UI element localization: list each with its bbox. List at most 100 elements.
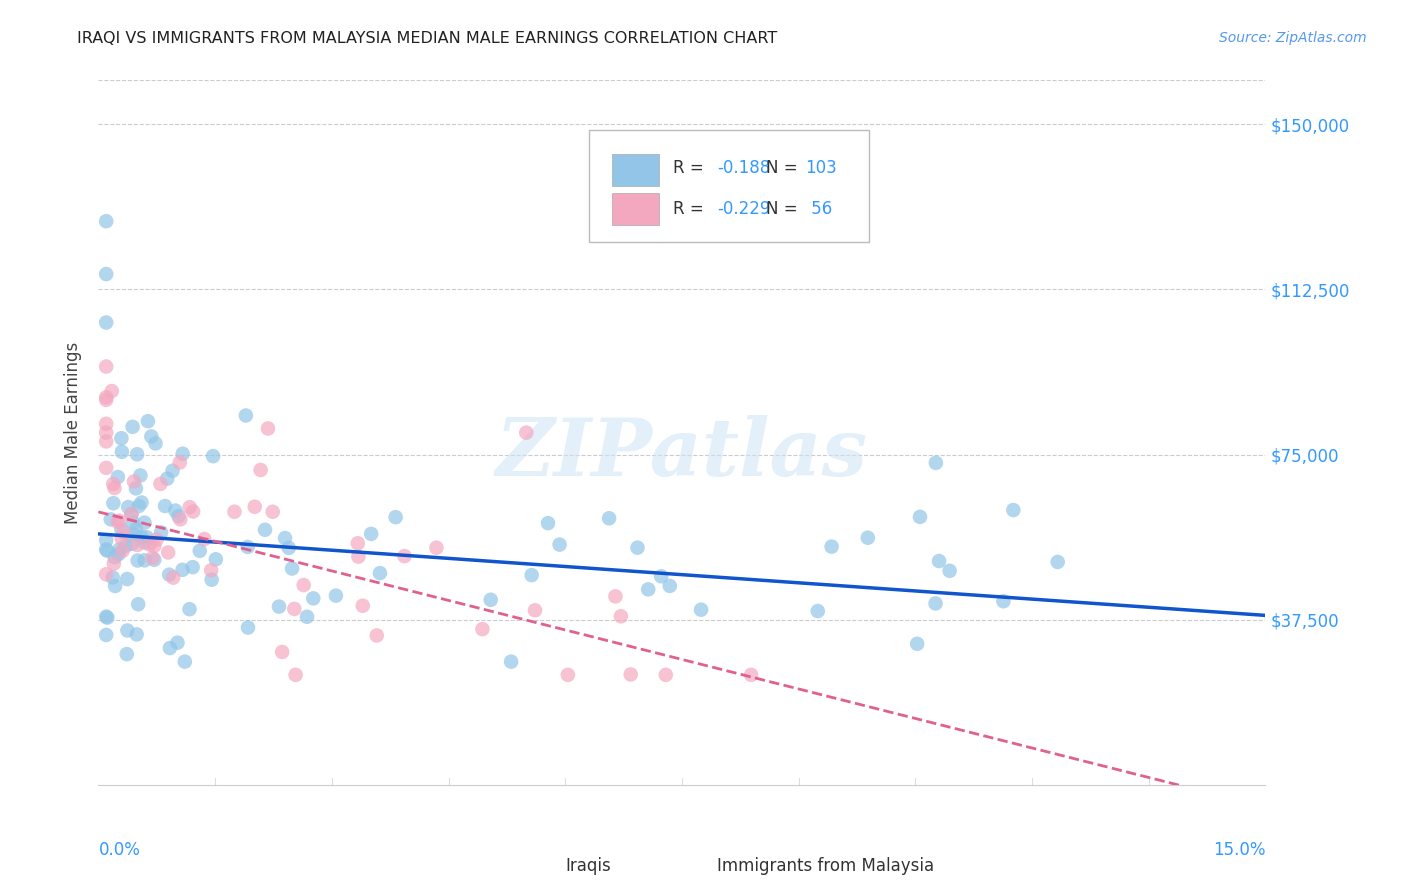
Point	[104, 550, 127, 565]
Text: R =: R =	[672, 160, 709, 178]
Text: -0.229: -0.229	[717, 200, 770, 218]
Point	[650, 569, 672, 583]
Point	[150, 525, 173, 540]
Point	[131, 495, 153, 509]
Point	[156, 472, 179, 486]
Point	[103, 496, 125, 510]
Point	[169, 455, 191, 469]
Point	[96, 359, 118, 374]
Point	[110, 431, 132, 445]
Point	[236, 540, 259, 554]
FancyBboxPatch shape	[612, 154, 658, 186]
Point	[425, 541, 447, 555]
Point	[145, 436, 167, 450]
Point	[938, 564, 960, 578]
Point	[271, 645, 294, 659]
Point	[292, 578, 315, 592]
Point	[96, 628, 118, 642]
Point	[96, 391, 118, 405]
Point	[557, 668, 579, 682]
Point	[368, 566, 391, 580]
Point	[110, 522, 132, 536]
Point	[107, 515, 129, 529]
Point	[127, 597, 149, 611]
Text: 103: 103	[806, 160, 838, 178]
Point	[101, 570, 124, 584]
Point	[856, 531, 879, 545]
Point	[162, 464, 184, 478]
Point	[471, 622, 494, 636]
Point	[548, 538, 571, 552]
Point	[108, 542, 131, 557]
Point	[360, 527, 382, 541]
Text: Source: ZipAtlas.com: Source: ZipAtlas.com	[1219, 31, 1367, 45]
Point	[172, 447, 194, 461]
Point	[658, 579, 681, 593]
Point	[125, 523, 148, 537]
Point	[117, 500, 139, 514]
Text: N =: N =	[766, 200, 803, 218]
Point	[181, 560, 204, 574]
Point	[121, 420, 143, 434]
Point	[128, 499, 150, 513]
FancyBboxPatch shape	[519, 855, 554, 877]
Point	[112, 525, 135, 540]
Point	[103, 481, 125, 495]
Point	[253, 523, 276, 537]
Point	[1046, 555, 1069, 569]
Point	[114, 539, 136, 553]
Text: IRAQI VS IMMIGRANTS FROM MALAYSIA MEDIAN MALE EARNINGS CORRELATION CHART: IRAQI VS IMMIGRANTS FROM MALAYSIA MEDIAN…	[77, 31, 778, 46]
Text: 56: 56	[806, 200, 832, 218]
Point	[111, 543, 134, 558]
Point	[141, 550, 163, 565]
Point	[143, 539, 166, 553]
Point	[188, 543, 211, 558]
Point	[925, 456, 948, 470]
Point	[283, 602, 305, 616]
Point	[807, 604, 830, 618]
Point	[905, 637, 928, 651]
Point	[224, 505, 246, 519]
Point	[121, 508, 143, 522]
Text: 0.0%: 0.0%	[98, 841, 141, 859]
Point	[295, 609, 318, 624]
Point	[100, 512, 122, 526]
Point	[96, 567, 118, 582]
Text: Immigrants from Malaysia: Immigrants from Malaysia	[717, 857, 934, 875]
Point	[637, 582, 659, 597]
Point	[96, 214, 118, 228]
Text: N =: N =	[766, 160, 803, 178]
Point	[141, 429, 163, 443]
Point	[626, 541, 648, 555]
Point	[655, 668, 678, 682]
Point	[172, 563, 194, 577]
Point	[96, 267, 118, 281]
Point	[121, 537, 143, 551]
Point	[201, 573, 224, 587]
Point	[96, 533, 118, 548]
Point	[125, 482, 148, 496]
Point	[103, 477, 125, 491]
Point	[908, 509, 931, 524]
Point	[347, 549, 370, 564]
Point	[111, 532, 134, 546]
Point	[820, 540, 842, 554]
Point	[205, 552, 228, 566]
Point	[200, 563, 222, 577]
Point	[274, 531, 297, 545]
Point	[153, 499, 176, 513]
Point	[96, 316, 118, 330]
Point	[96, 392, 118, 407]
Point	[993, 594, 1015, 608]
Point	[537, 516, 560, 530]
Point	[690, 603, 713, 617]
Point	[167, 509, 190, 524]
Point	[243, 500, 266, 514]
Point	[236, 621, 259, 635]
Point	[145, 533, 167, 547]
Point	[605, 590, 627, 604]
Point	[157, 545, 180, 559]
Text: 15.0%: 15.0%	[1213, 841, 1265, 859]
Point	[120, 507, 142, 521]
Text: ZIPatlas: ZIPatlas	[496, 415, 868, 492]
